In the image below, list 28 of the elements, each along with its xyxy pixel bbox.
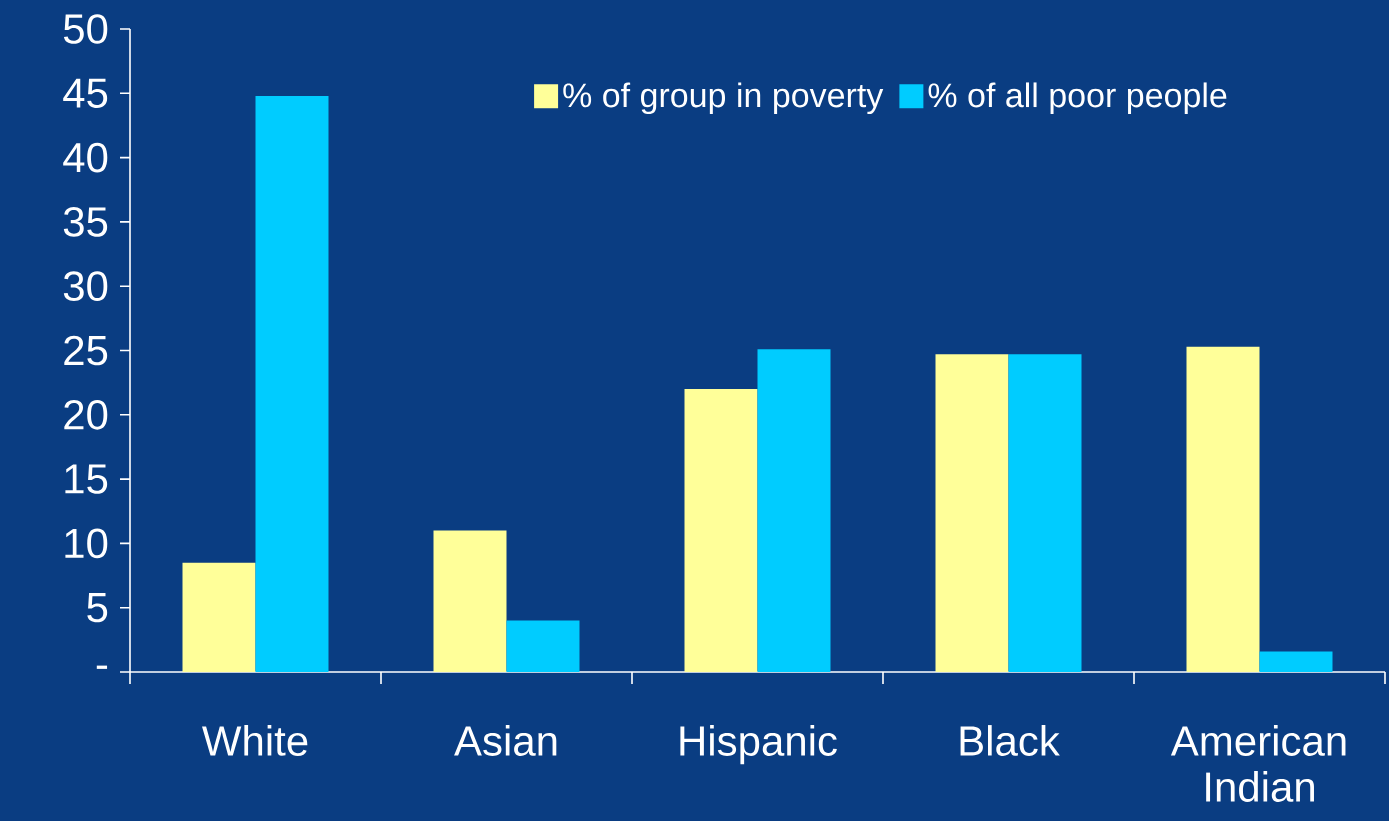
y-tick-label: - [96,665,108,669]
x-tick-label: Black [960,725,1060,756]
x-tick-label: White [202,725,308,756]
bar [433,530,507,672]
x-tick-label: Hispanic [680,725,837,765]
y-tick-label: 5 [87,593,108,623]
legend-label: % of all poor people [928,82,1227,115]
y-tick-label: 25 [64,335,108,366]
y-tick-label: 45 [63,78,108,108]
bar [1186,346,1260,672]
x-tick-label: American Indian [1170,725,1346,802]
bar [255,95,329,672]
legend-label: % of group in poverty [563,82,884,115]
bar [757,349,831,672]
y-tick-label: 10 [65,528,108,559]
y-tick-label: 50 [63,14,108,44]
bar [182,562,256,672]
bar [1259,651,1333,672]
y-tick-label: 35 [63,207,108,237]
bar [935,354,1009,672]
y-tick-label: 15 [65,464,108,494]
y-tick-label: 20 [64,399,108,430]
x-tick-label: Asian [454,725,557,756]
y-tick-label: 40 [63,142,108,173]
bar [1008,354,1082,672]
y-tick-label: 30 [63,271,108,302]
bar [684,389,758,672]
bar [506,620,580,672]
